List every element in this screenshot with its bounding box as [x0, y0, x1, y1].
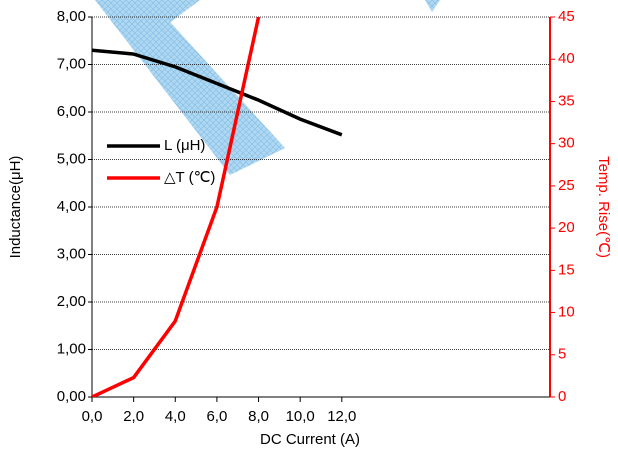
legend-label: △T (℃) — [164, 169, 215, 186]
series-line — [92, 48, 343, 137]
y2-tick-label: 25 — [558, 177, 575, 194]
y2-tick-label: 5 — [558, 346, 566, 363]
y-tick-label: 6,00 — [57, 103, 86, 120]
y-tick-label: 5,00 — [57, 150, 86, 167]
series-line — [92, 17, 261, 397]
x-tick-label: 10,0 — [286, 408, 315, 425]
y2-tick-label: 45 — [558, 8, 575, 25]
y2-tick-label: 40 — [558, 50, 575, 67]
y-tick-label: 7,00 — [57, 55, 86, 72]
y2-tick-label: 35 — [558, 92, 575, 109]
y-tick-label: 4,00 — [57, 198, 86, 215]
x-tick-label: 8,0 — [248, 408, 269, 425]
y-tick-label: 3,00 — [57, 245, 86, 262]
x-tick-label: 6,0 — [206, 408, 227, 425]
y-tick-label: 2,00 — [57, 293, 86, 310]
y-tick-label: 8,00 — [57, 8, 86, 25]
y2-tick-label: 30 — [558, 135, 575, 152]
y-axis-label: Inductance(μH) — [7, 156, 24, 259]
watermark — [95, 0, 440, 175]
x-tick-label: 0,0 — [82, 408, 103, 425]
y-tick-label: 1,00 — [57, 340, 86, 357]
x-axis-label: DC Current (A) — [260, 431, 360, 448]
y-tick-label: 0,00 — [57, 388, 86, 405]
y2-tick-label: 10 — [558, 304, 575, 321]
y2-tick-label: 0 — [558, 388, 566, 405]
legend-label: L (μH) — [164, 137, 205, 154]
x-tick-label: 4,0 — [165, 408, 186, 425]
x-tick-label: 12,0 — [327, 408, 356, 425]
y2-axis-label: Temp. Rise(℃) — [595, 156, 612, 258]
x-tick-label: 2,0 — [123, 408, 144, 425]
y2-tick-label: 20 — [558, 219, 575, 236]
y2-tick-label: 15 — [558, 261, 575, 278]
